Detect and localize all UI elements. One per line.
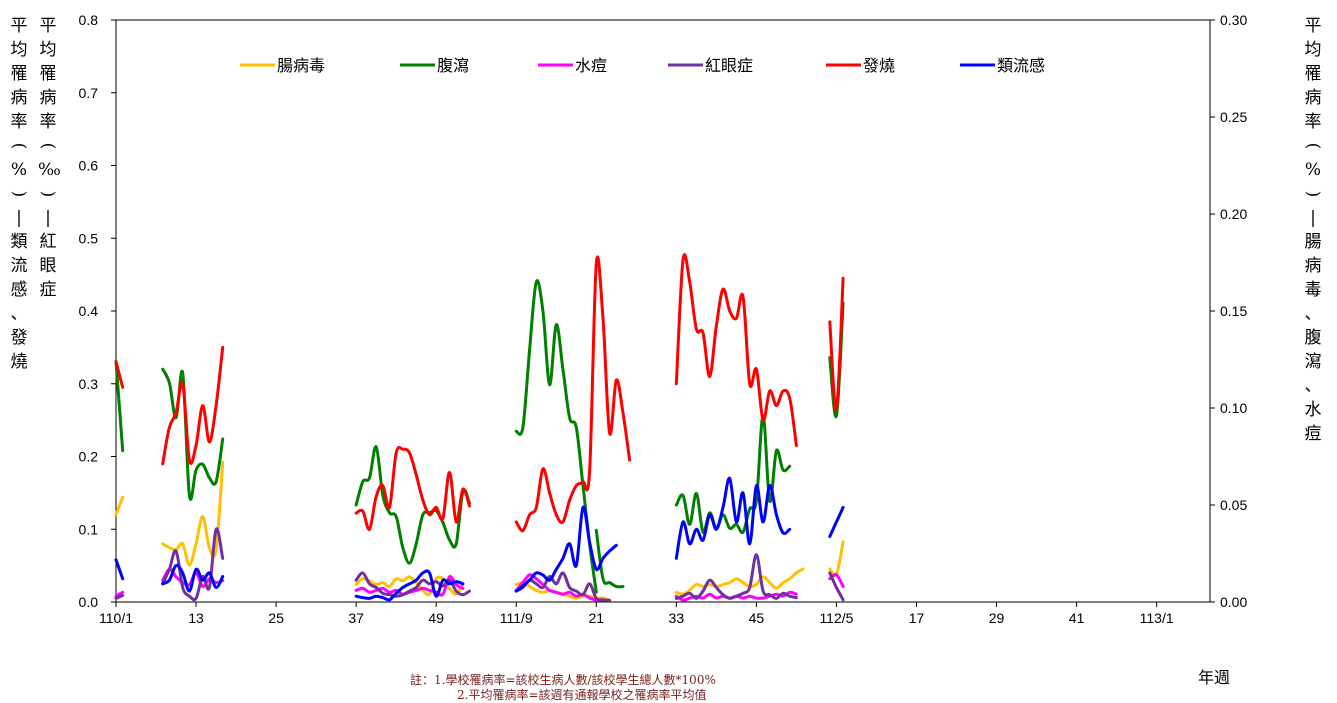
series-1 bbox=[114, 279, 845, 594]
right-axis-title: 平均罹病率(%) | 腸病毒、腹瀉、水痘 bbox=[1303, 16, 1323, 444]
legend: 腸病毒 腹瀉 水痘 紅眼症 發燒 類流感 bbox=[240, 56, 1045, 75]
series-lines bbox=[114, 253, 845, 602]
left-tick-label: 0.7 bbox=[79, 85, 99, 101]
series-line bbox=[674, 476, 792, 560]
right-tick-label: 0.30 bbox=[1220, 12, 1247, 28]
left-tick-label: 0.8 bbox=[79, 12, 99, 28]
x-tick-label: 112/5 bbox=[819, 610, 853, 626]
series-line bbox=[161, 527, 225, 602]
series-line bbox=[114, 594, 125, 600]
series-line bbox=[674, 553, 798, 600]
x-tick-label: 45 bbox=[749, 610, 765, 626]
x-tick-label: 13 bbox=[188, 610, 204, 626]
left-tick-label: 0.0 bbox=[79, 594, 99, 610]
legend-label: 腸病毒 bbox=[277, 56, 325, 75]
right-tick-label: 0.20 bbox=[1220, 206, 1247, 222]
x-tick-label: 41 bbox=[1069, 610, 1085, 626]
series-line bbox=[514, 571, 612, 602]
series-line bbox=[674, 414, 792, 535]
series-line bbox=[828, 276, 845, 411]
series-line bbox=[114, 558, 125, 581]
x-tick-label: 49 bbox=[428, 610, 444, 626]
x-axis-unit-label: 年週 bbox=[1198, 668, 1231, 687]
right-tick-label: 0.05 bbox=[1220, 497, 1247, 513]
right-tick-label: 0.00 bbox=[1220, 594, 1247, 610]
series-line bbox=[161, 563, 225, 593]
legend-label: 類流感 bbox=[997, 56, 1045, 75]
plot-border bbox=[115, 19, 1211, 603]
series-line bbox=[161, 367, 225, 501]
x-tick-label: 25 bbox=[268, 610, 284, 626]
left-axis-title: 平均罹病率(‰) | 紅眼症 bbox=[38, 16, 61, 300]
footnote-2: 2.平均罹病率=該週有通報學校之罹病率平均值 bbox=[457, 688, 707, 702]
x-axis-ticks: 110/1 13 25 37 49 111/9 21 33 45 112/5 17 29 41 113/1 bbox=[99, 602, 1174, 626]
right-axis-ticks: 0.00 0.05 0.10 0.15 0.20 0.25 0.30 bbox=[1210, 12, 1247, 610]
legend-label: 水痘 bbox=[575, 56, 607, 75]
left-tick-label: 0.2 bbox=[79, 449, 99, 465]
series-line bbox=[354, 445, 471, 565]
series-line bbox=[114, 360, 125, 389]
x-tick-label: 17 bbox=[909, 610, 925, 626]
x-tick-label: 33 bbox=[669, 610, 685, 626]
series-line bbox=[354, 569, 465, 602]
series-line bbox=[674, 567, 805, 596]
legend-label: 發燒 bbox=[863, 56, 895, 75]
series-line bbox=[354, 445, 471, 531]
footnote-1: 註：1.學校罹病率=該校生病人數/該校學生總人數*100% bbox=[410, 673, 716, 687]
series-line bbox=[514, 505, 618, 593]
series-line bbox=[514, 573, 605, 602]
right-tick-label: 0.15 bbox=[1220, 303, 1247, 319]
series-line bbox=[828, 505, 845, 538]
legend-label: 腹瀉 bbox=[437, 56, 469, 75]
series-line bbox=[114, 495, 125, 517]
x-tick-label: 21 bbox=[589, 610, 605, 626]
x-tick-label: 111/9 bbox=[500, 610, 533, 626]
left-tick-label: 0.1 bbox=[79, 521, 99, 537]
left-tick-label: 0.5 bbox=[79, 230, 99, 246]
x-tick-label: 29 bbox=[989, 610, 1005, 626]
series-4 bbox=[114, 253, 845, 533]
right-tick-label: 0.10 bbox=[1220, 400, 1247, 416]
x-tick-label: 37 bbox=[348, 610, 364, 626]
plot-area bbox=[115, 19, 1211, 603]
series-line bbox=[354, 571, 471, 598]
right-tick-label: 0.25 bbox=[1220, 109, 1247, 125]
series-5 bbox=[114, 476, 845, 602]
legend-label: 紅眼症 bbox=[705, 56, 753, 75]
x-tick-label: 110/1 bbox=[99, 610, 133, 626]
series-line bbox=[514, 279, 598, 594]
left-axis-ticks: 0.0 0.1 0.2 0.3 0.4 0.5 0.6 0.7 0.8 bbox=[79, 12, 116, 610]
series-line bbox=[674, 253, 798, 448]
left-tick-label: 0.6 bbox=[79, 158, 99, 174]
left-tick-label: 0.3 bbox=[79, 376, 99, 392]
x-tick-label: 113/1 bbox=[1140, 610, 1174, 626]
series-line bbox=[161, 345, 225, 466]
series-line bbox=[514, 255, 632, 533]
series-line bbox=[828, 571, 845, 602]
series-line bbox=[114, 590, 125, 598]
series-3 bbox=[114, 527, 845, 602]
left-tick-label: 0.4 bbox=[79, 303, 99, 319]
left-axis-title-outer: 平均罹病率(%) | 類流感、發燒 bbox=[9, 16, 29, 372]
